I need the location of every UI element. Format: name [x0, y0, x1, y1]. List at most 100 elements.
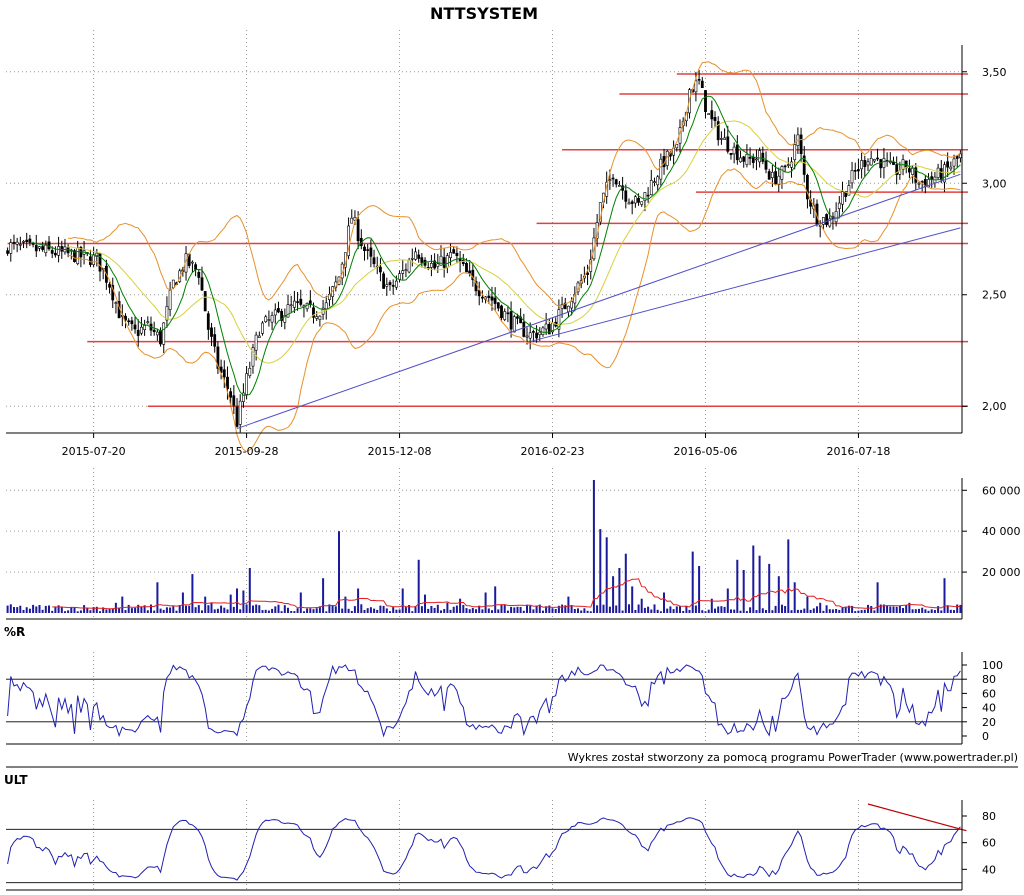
candle-body [324, 302, 328, 310]
candle-body [643, 192, 647, 201]
volume-bar [838, 609, 841, 613]
volume-bar [102, 607, 105, 613]
volume-bar [867, 604, 869, 613]
chart-title: NTTSYSTEM [430, 4, 538, 23]
volume-bars [6, 480, 962, 613]
candle-body [232, 395, 236, 406]
volume-bar [895, 606, 898, 613]
volume-bar [306, 608, 309, 613]
volume-bar [369, 607, 372, 613]
volume-bar [535, 605, 538, 613]
volume-bar [449, 609, 452, 613]
candle-body [522, 321, 526, 337]
volume-bar [404, 607, 407, 613]
candle-body [525, 335, 529, 338]
volume-bar [844, 606, 847, 613]
volume-bar [761, 608, 764, 613]
williams-r-line [7, 664, 961, 738]
volume-bar [953, 610, 955, 613]
volume-bar [277, 604, 280, 613]
candle-body [863, 160, 867, 168]
volume-bar [309, 608, 312, 613]
volume-bar [414, 606, 417, 613]
volume-bar [22, 610, 25, 613]
volume-bar [519, 607, 522, 613]
candle-body [958, 153, 962, 159]
candle-body [25, 239, 29, 243]
volume-bar [806, 596, 809, 613]
volume-bar [325, 611, 328, 613]
candle-body [280, 310, 284, 321]
volume-bar [245, 604, 248, 613]
volume-bar [506, 610, 509, 613]
volume-bar [596, 605, 599, 613]
volume-bar [675, 606, 678, 613]
volume-bar [602, 604, 605, 613]
volume-bar [889, 606, 892, 613]
volume-bar [863, 609, 866, 613]
candle-body [866, 161, 870, 166]
candle-body [394, 280, 398, 288]
volume-bar [526, 604, 528, 613]
candle-body [50, 250, 54, 254]
volume-bar [318, 606, 321, 613]
volume-bar [924, 609, 927, 613]
volume-bar [108, 609, 111, 613]
volume-bar [150, 604, 152, 613]
volume-bar [83, 605, 86, 613]
volume-bar [529, 605, 532, 613]
candle-body [238, 400, 242, 425]
candle-body [458, 258, 462, 262]
volume-bar [497, 609, 500, 613]
candle-body [614, 179, 618, 185]
volume-bar [446, 602, 449, 613]
candle-body [799, 134, 803, 154]
volume-bar [169, 607, 172, 613]
volume-bar [784, 606, 787, 613]
volume-bar [283, 605, 286, 613]
volume-bar [287, 607, 289, 613]
volume-bar [694, 605, 697, 613]
volume-bar [921, 607, 924, 613]
volume-bar [599, 529, 602, 613]
volume-bar [290, 611, 293, 613]
candle-body [716, 121, 720, 141]
candle-body [213, 334, 217, 347]
candle-body [713, 117, 717, 121]
volume-average-line [52, 578, 961, 610]
volume-bar [484, 592, 487, 613]
ult-y-ticks: 40 60 80 [962, 810, 996, 876]
candle-body [391, 284, 395, 287]
candle-body [461, 259, 465, 265]
candle-body [844, 191, 848, 198]
volume-bar [787, 539, 790, 613]
x-tick-label-5: 2016-07-18 [826, 445, 890, 458]
candle-body [872, 159, 876, 162]
volume-bar [911, 609, 914, 613]
volume-bar [175, 610, 178, 613]
candle-body [637, 197, 640, 203]
candle-body [496, 302, 500, 309]
candle-body [136, 329, 140, 336]
volume-bar [739, 610, 742, 613]
volume-bar [637, 604, 640, 613]
candle-body [34, 245, 38, 252]
candle-body [471, 269, 475, 281]
candle-body [936, 167, 940, 178]
volume-bar [137, 604, 140, 613]
volume-bar [220, 605, 223, 613]
price-candles [6, 69, 962, 433]
volume-bar [908, 602, 911, 613]
volume-bar [577, 608, 579, 613]
volume-bar [503, 604, 506, 613]
candle-body [745, 154, 749, 165]
x-tick-label-4: 2016-05-06 [674, 445, 738, 458]
volume-bar [353, 606, 356, 613]
volume-bar [570, 605, 573, 613]
candle-body [892, 161, 895, 165]
volume-bar [452, 606, 455, 613]
candle-body [442, 257, 446, 268]
candle-body [566, 305, 570, 312]
